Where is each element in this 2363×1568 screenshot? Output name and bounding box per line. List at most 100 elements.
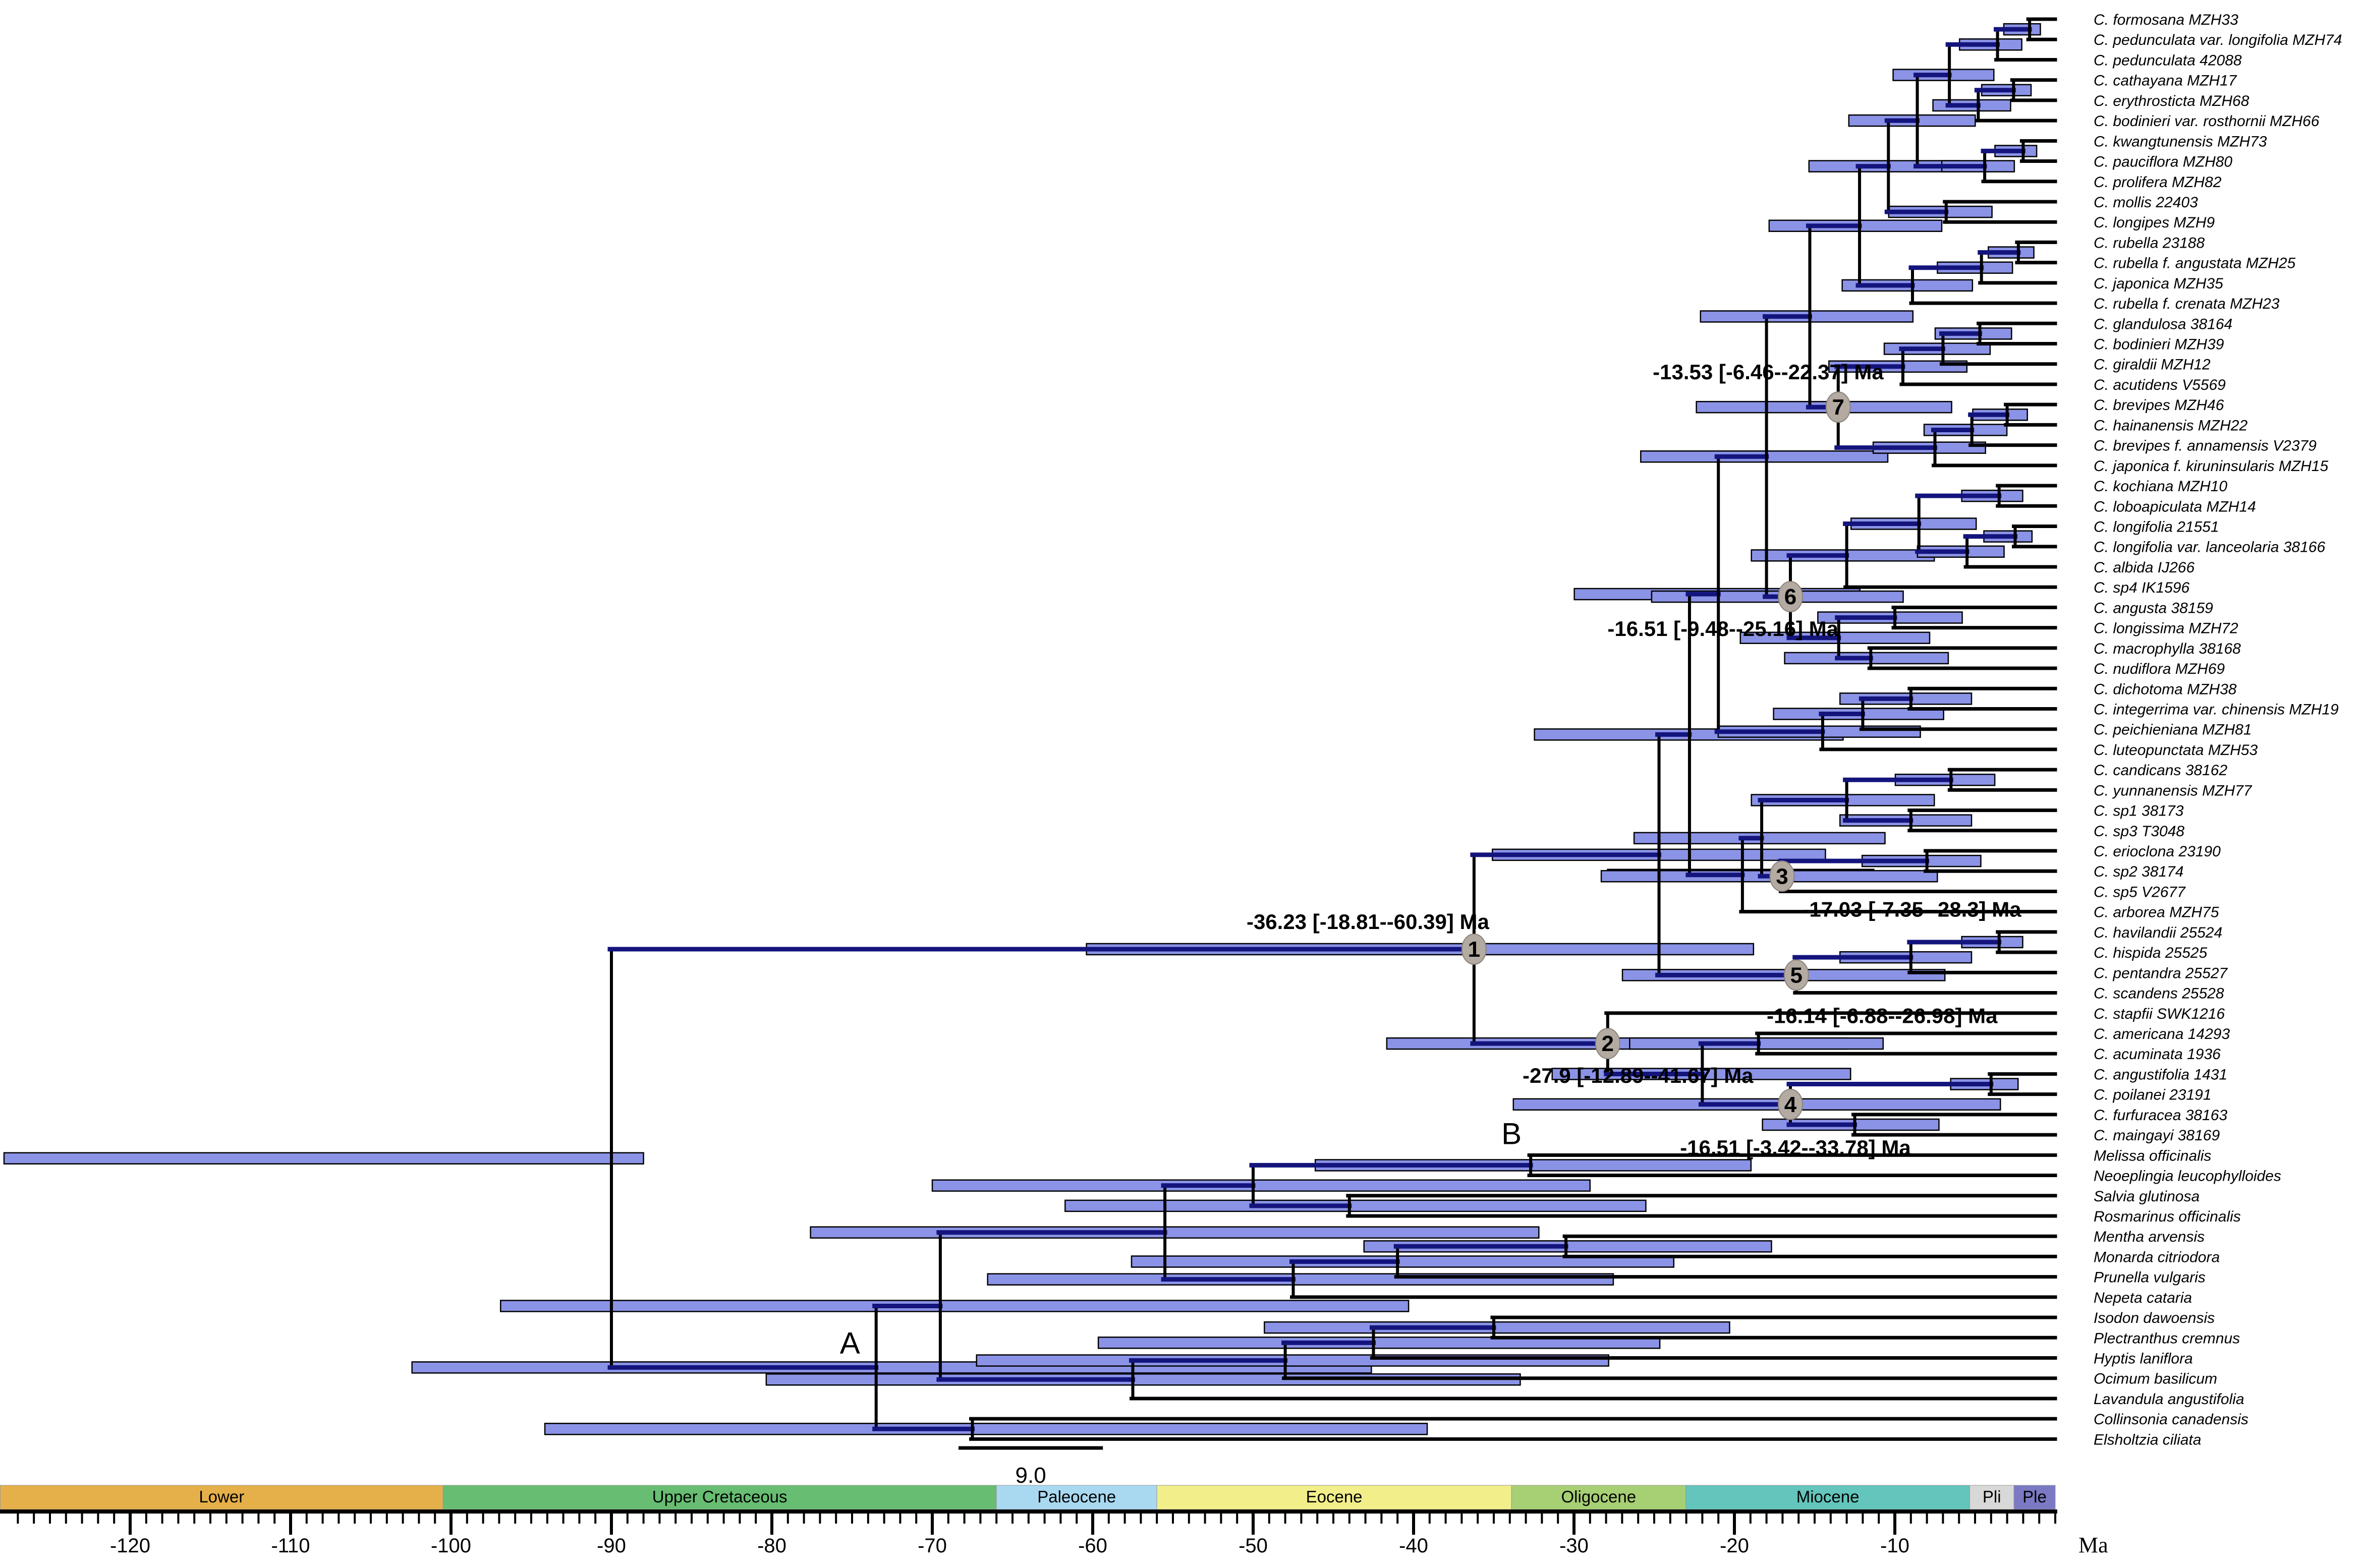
period-label: Upper Cretaceous	[652, 1487, 787, 1506]
axis-minor-tick	[626, 1514, 629, 1524]
axis-tick-label: -10	[1880, 1535, 1909, 1557]
axis-minor-tick	[1268, 1514, 1270, 1524]
period-upper-cretaceous	[442, 1485, 997, 1510]
tip-label: C. longifolia var. lanceolaria 38166	[2094, 539, 2325, 556]
axis-major-tick	[1091, 1514, 1094, 1535]
axis-minor-tick	[835, 1514, 837, 1524]
axis-minor-tick	[33, 1514, 35, 1524]
axis-minor-tick	[434, 1514, 436, 1524]
node-number: 2	[1602, 1031, 1614, 1056]
axis-minor-tick	[1027, 1514, 1030, 1524]
tip-label: C. sp2 38174	[2094, 863, 2183, 880]
node-age-annotation: -13.53 [-6.46--22.37] Ma	[1653, 360, 1884, 384]
axis-minor-tick	[1541, 1514, 1543, 1524]
hpd-bar	[544, 1423, 1428, 1435]
axis-minor-tick	[1011, 1514, 1014, 1524]
axis-minor-tick	[1316, 1514, 1319, 1524]
tip-label: C. angustifolia 1431	[2094, 1066, 2227, 1083]
tip-label: C. sp4 IK1596	[2094, 579, 2189, 596]
axis-minor-tick	[65, 1514, 67, 1524]
axis-minor-tick	[1188, 1514, 1190, 1524]
axis-minor-tick	[498, 1514, 500, 1524]
tip-label: C. mollis 22403	[2094, 194, 2198, 211]
axis-minor-tick	[1348, 1514, 1351, 1524]
tip-label: Isodon dawoensis	[2094, 1310, 2215, 1326]
tip-label: Lavandula angustifolia	[2094, 1391, 2244, 1408]
axis-minor-tick	[225, 1514, 228, 1524]
axis-minor-tick	[706, 1514, 709, 1524]
axis-minor-tick	[177, 1514, 180, 1524]
axis-minor-tick	[1909, 1514, 1912, 1524]
node-circle	[1461, 933, 1487, 965]
tip-label: Collinsonia canadensis	[2094, 1411, 2248, 1428]
tip-label: Monarda citriodora	[2094, 1249, 2220, 1265]
tip-label: C. pauciflora MZH80	[2094, 154, 2232, 170]
axis-minor-tick	[1845, 1514, 1848, 1524]
tip-label: C. candicans 38162	[2094, 762, 2227, 779]
axis-minor-tick	[1974, 1514, 1976, 1524]
tip-label: C. rubella f. crenata MZH23	[2094, 296, 2280, 312]
period-label: Oligocene	[1561, 1487, 1637, 1506]
node-age-annotation: -17.03 [-7.35--28.3] Ma	[1802, 897, 2021, 921]
axis-tick-label: -30	[1559, 1535, 1589, 1557]
tip-label: C. bodinieri MZH39	[2094, 336, 2224, 353]
tip-label: C. dichotoma MZH38	[2094, 681, 2237, 698]
axis-minor-tick	[1300, 1514, 1303, 1524]
period-lower	[0, 1485, 443, 1510]
tip-label: C. longifolia 21551	[2094, 519, 2219, 536]
axis-minor-tick	[385, 1514, 388, 1524]
axis-minor-tick	[674, 1514, 677, 1524]
tip-label: C. pedunculata 42088	[2094, 52, 2242, 69]
tip-label: C. japonica f. kiruninsularis MZH15	[2094, 458, 2328, 475]
node-age-annotation: -36.23 [-18.81--60.39] Ma	[1247, 910, 1490, 934]
axis-minor-tick	[1701, 1514, 1704, 1524]
axis-minor-tick	[113, 1514, 116, 1524]
period-label: Paleocene	[1037, 1487, 1116, 1506]
axis-minor-tick	[1220, 1514, 1222, 1524]
period-label: Lower	[199, 1487, 244, 1506]
axis-minor-tick	[658, 1514, 661, 1524]
axis-minor-tick	[755, 1514, 757, 1524]
axis-minor-tick	[899, 1514, 902, 1524]
axis-minor-tick	[1605, 1514, 1607, 1524]
tip-label: C. pentandra 25527	[2094, 965, 2228, 981]
axis-minor-tick	[241, 1514, 244, 1524]
axis-tick-label: -50	[1239, 1535, 1268, 1557]
branches-layer	[607, 17, 2057, 1441]
axis-minor-tick	[1637, 1514, 1640, 1524]
tip-label: C. giraldii MZH12	[2094, 357, 2211, 373]
axis-minor-tick	[1717, 1514, 1720, 1524]
axis-minor-tick	[1990, 1514, 1992, 1524]
hpd-bar	[810, 1226, 1540, 1239]
node-circle	[1825, 391, 1851, 423]
tip-label: C. pedunculata var. longifolia MZH74	[2094, 32, 2342, 48]
hpd-bar	[3, 1152, 644, 1165]
node-number: 6	[1784, 585, 1796, 609]
scale-bar-label: 9.0	[1016, 1463, 1046, 1488]
axis-tick-label: -90	[597, 1535, 626, 1557]
tip-label: C. luteopunctata MZH53	[2094, 742, 2258, 759]
period-miocene	[1685, 1485, 1971, 1510]
axis-minor-tick	[1428, 1514, 1431, 1524]
axis-minor-tick	[1236, 1514, 1239, 1524]
axis-major-tick	[931, 1514, 934, 1535]
tip-label: C. longipes MZH9	[2094, 214, 2215, 231]
axis-minor-tick	[1043, 1514, 1046, 1524]
axis-minor-tick	[1829, 1514, 1832, 1524]
axis-minor-tick	[354, 1514, 356, 1524]
axis-minor-tick	[1669, 1514, 1671, 1524]
axis-minor-tick	[979, 1514, 982, 1524]
tip-label: Nepeta cataria	[2094, 1290, 2192, 1306]
axis-minor-tick	[803, 1514, 805, 1524]
axis-tick-label: -120	[110, 1535, 150, 1557]
axis-minor-tick	[514, 1514, 517, 1524]
tip-label: C. stapfii SWK1216	[2094, 1006, 2225, 1022]
axis-major-tick	[1412, 1514, 1415, 1535]
axis-minor-tick	[1926, 1514, 1928, 1524]
axis-minor-tick	[81, 1514, 83, 1524]
period-label: Eocene	[1306, 1487, 1363, 1506]
hpd-bar	[1064, 1199, 1647, 1212]
tip-label: C. hainanensis MZH22	[2094, 417, 2247, 434]
node-number: 4	[1784, 1092, 1797, 1117]
